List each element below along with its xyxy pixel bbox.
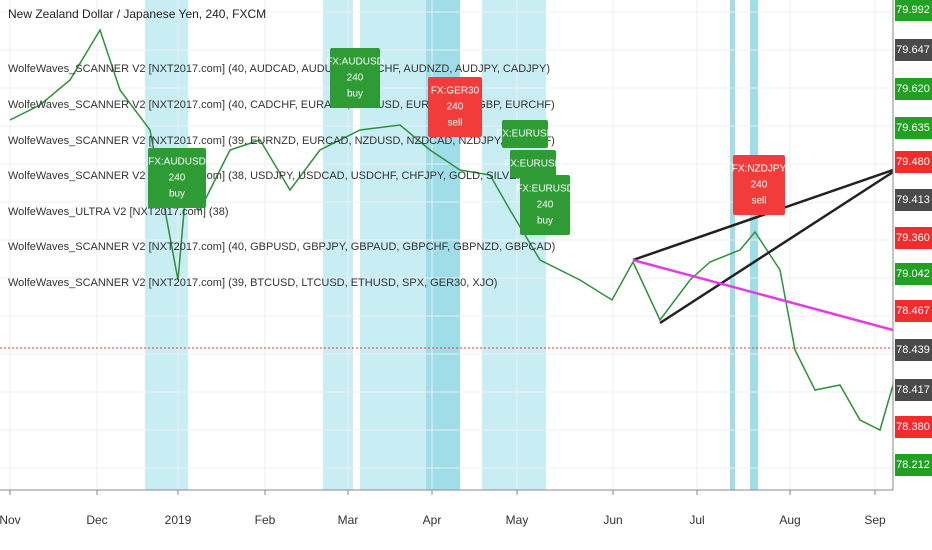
time-label: 2019 [165,513,192,527]
time-label: Sep [864,513,886,527]
badge-text: 240 [169,173,186,184]
price-label-bg [895,78,932,100]
badge-text: 240 [347,73,364,84]
price-label-bg [895,379,932,401]
price-label-bg [895,151,932,173]
price-label: 78.380 [896,421,930,433]
badge-text: FX:AUDUSD [148,157,206,168]
signal-badge [330,48,380,108]
time-label: Jun [603,513,622,527]
badge-text: FX:GER30 [431,86,480,97]
badge-text: 240 [751,180,768,191]
price-label: 79.635 [896,122,930,134]
indicator-label: WolfeWaves_SCANNER V2 [NXT2017.com] (40,… [8,241,555,253]
time-label: Jul [689,513,704,527]
price-label-bg [895,0,932,21]
price-label-bg [895,227,932,249]
price-label: 79.992 [896,4,930,16]
badge-text: buy [169,189,185,200]
chart-title: New Zealand Dollar / Japanese Yen, 240, … [8,7,266,21]
indicator-label: WolfeWaves_SCANNER V2 [NXT2017.com] (40,… [8,99,555,111]
badge-text: 240 [447,102,464,113]
price-label-bg [895,300,932,322]
price-label-bg [895,263,932,285]
price-label-bg [895,454,932,476]
badge-text: sell [447,118,462,129]
price-label: 78.417 [896,384,930,396]
indicator-label: WolfeWaves_SCANNER V2 [NXT2017.com] (40,… [8,63,550,75]
price-label: 79.360 [896,232,930,244]
badge-text: FX:EURUSD [496,129,554,140]
price-label: 79.413 [896,194,930,206]
price-label: 79.620 [896,83,930,95]
time-label: Apr [423,513,442,527]
indicator-label: WolfeWaves_SCANNER V2 [NXT2017.com] (38,… [8,170,528,182]
signal-badge [733,155,785,215]
indicator-label: WolfeWaves_SCANNER V2 [NXT2017.com] (39,… [8,135,555,147]
time-label: Dec [86,513,107,527]
signal-badge [148,148,206,208]
time-label: Aug [779,513,800,527]
price-label: 79.042 [896,268,930,280]
price-label: 78.212 [896,459,930,471]
price-label-bg [895,339,932,361]
badge-text: buy [537,216,553,227]
price-label-bg [895,416,932,438]
badge-text: FX:NZDJPY [732,164,787,175]
price-line [9,28,894,432]
price-label: 78.439 [896,344,930,356]
time-label: Mar [338,513,359,527]
indicator-label: WolfeWaves_ULTRA V2 [NXT2017.com] (38) [8,206,229,218]
price-label: 79.480 [896,156,930,168]
indicator-label: WolfeWaves_SCANNER V2 [NXT2017.com] (39,… [8,277,497,289]
price-label: 79.647 [896,44,930,56]
signal-badge [520,175,570,235]
badge-text: 240 [537,200,554,211]
time-label: Feb [255,513,276,527]
signal-badge [428,77,482,137]
badge-text: sell [751,196,766,207]
badge-text: FX:EURUSD [516,184,574,195]
badge-text: FX:AUDUSD [326,57,384,68]
price-label-bg [895,39,932,61]
badge-text: buy [347,89,363,100]
badge-text: FX:EURUSD [504,159,562,170]
price-label: 78.467 [896,305,930,317]
signal-badge [502,120,548,148]
time-label: May [506,513,529,527]
signal-badge [510,150,556,178]
price-label-bg [895,189,932,211]
time-label: Nov [0,513,21,527]
price-label-bg [895,117,932,139]
